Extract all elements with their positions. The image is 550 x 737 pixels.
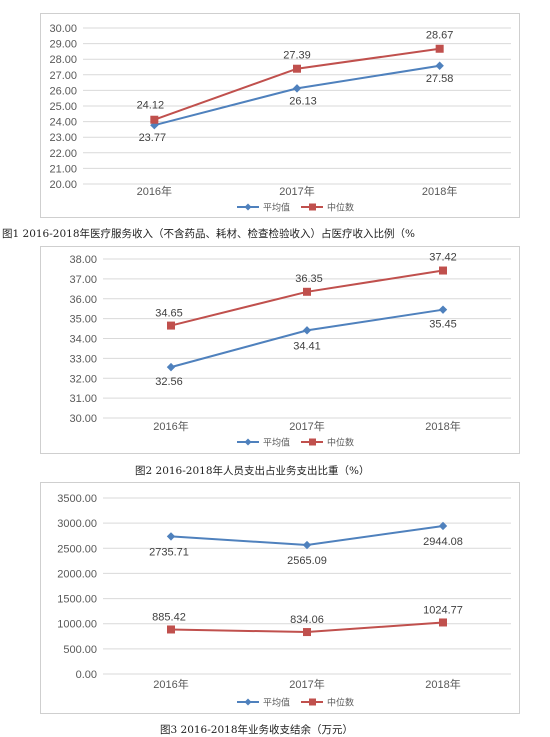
data-label: 34.41 xyxy=(293,340,321,352)
y-tick-label: 33.00 xyxy=(69,353,97,365)
data-point-average xyxy=(435,61,444,70)
legend-label: 平均值 xyxy=(263,437,290,449)
data-point-median xyxy=(303,287,311,296)
y-tick-label: 20.00 xyxy=(49,179,77,191)
data-point-median xyxy=(435,44,444,53)
data-label: 2565.09 xyxy=(287,555,327,567)
data-label: 23.77 xyxy=(139,132,167,144)
y-tick-label: 2500.00 xyxy=(57,543,97,555)
chart-3-svg: 0.00 500.00 1000.00 1500.00 2000.00 2500.00 30… xyxy=(57,493,511,709)
chart-panel-1: 20.00 21.00 22.00 23.00 24.00 25.00 26.00 27.00… xyxy=(40,13,520,218)
y-tick-label: 3500.00 xyxy=(57,493,97,505)
chart-panel-3: 0.00 500.00 1000.00 1500.00 2000.00 2500.00 30… xyxy=(40,482,520,714)
x-tick-label: 2018年 xyxy=(425,677,460,691)
data-point-average xyxy=(166,532,176,541)
data-label: 27.58 xyxy=(426,73,454,85)
data-label: 37.42 xyxy=(429,252,457,264)
y-tick-label: 30.00 xyxy=(69,413,97,425)
y-tick-label: 31.00 xyxy=(69,393,97,405)
data-label: 34.65 xyxy=(155,308,183,320)
chart-3-caption: 图3 2016-2018年业务收支结余（万元） xyxy=(160,724,354,736)
x-tick-label: 2018年 xyxy=(425,419,460,433)
y-tick-label: 35.00 xyxy=(69,314,97,326)
y-tick-label: 32.00 xyxy=(69,373,97,385)
data-label: 24.12 xyxy=(137,100,165,112)
y-tick-label: 29.00 xyxy=(49,39,77,51)
data-point-average xyxy=(302,326,312,335)
data-point-median xyxy=(439,618,447,627)
chart-panel-2: 30.00 31.00 32.00 33.00 34.00 35.00 36.00 37.00… xyxy=(40,246,520,454)
data-label: 2735.71 xyxy=(149,546,189,558)
data-point-median xyxy=(150,115,159,124)
data-label: 26.13 xyxy=(289,95,317,107)
y-tick-label: 0.00 xyxy=(76,669,97,681)
x-tick-label: 2017年 xyxy=(289,677,324,691)
y-tick-label: 500.00 xyxy=(63,644,97,656)
legend-marker-median xyxy=(309,203,316,211)
legend-label: 中位数 xyxy=(327,697,354,709)
data-point-average xyxy=(438,521,448,531)
legend-label: 平均值 xyxy=(263,202,290,214)
y-tick-label: 38.00 xyxy=(69,254,97,266)
y-tick-label: 26.00 xyxy=(49,85,77,97)
y-tick-label: 37.00 xyxy=(69,274,97,286)
y-tick-label: 24.00 xyxy=(49,117,77,129)
legend-marker-median xyxy=(309,438,316,446)
data-label: 36.35 xyxy=(295,273,323,285)
legend-label: 中位数 xyxy=(327,202,354,214)
y-tick-label: 25.00 xyxy=(49,101,77,113)
y-tick-label: 22.00 xyxy=(49,148,77,160)
x-tick-label: 2017年 xyxy=(279,184,314,198)
data-point-average xyxy=(292,84,302,93)
y-tick-label: 2000.00 xyxy=(57,568,97,580)
legend-marker-median xyxy=(309,698,316,706)
data-label: 2944.08 xyxy=(423,536,463,548)
x-tick-label: 2016年 xyxy=(153,677,188,691)
x-tick-label: 2017年 xyxy=(289,419,324,433)
data-point-median xyxy=(167,625,175,634)
data-label: 1024.77 xyxy=(423,604,463,616)
chart-1-caption: 图1 2016-2018年医疗服务收入（不含药品、耗材、检查检验收入）占医疗收入… xyxy=(2,228,415,240)
x-tick-label: 2016年 xyxy=(137,184,172,198)
chart-2-svg: 30.00 31.00 32.00 33.00 34.00 35.00 36.00 37.00… xyxy=(69,252,511,449)
y-tick-label: 36.00 xyxy=(69,294,97,306)
data-point-median xyxy=(303,628,311,637)
legend-label: 平均值 xyxy=(263,697,290,709)
data-point-median xyxy=(293,64,301,73)
y-tick-label: 28.00 xyxy=(49,54,77,66)
y-tick-label: 34.00 xyxy=(69,334,97,346)
x-tick-label: 2018年 xyxy=(422,184,457,198)
y-tick-label: 3000.00 xyxy=(57,518,97,530)
data-point-median xyxy=(167,321,175,330)
y-tick-label: 1000.00 xyxy=(57,619,97,631)
data-point-average xyxy=(166,362,176,372)
legend-label: 中位数 xyxy=(327,437,354,449)
y-tick-label: 23.00 xyxy=(49,132,77,144)
data-point-average xyxy=(438,305,448,314)
legend-marker-average xyxy=(244,438,252,446)
x-tick-label: 2016年 xyxy=(153,419,188,433)
chart-1-svg: 20.00 21.00 22.00 23.00 24.00 25.00 26.00 27.00… xyxy=(49,23,511,214)
data-label: 28.67 xyxy=(426,30,454,42)
chart-2-caption: 图2 2016-2018年人员支出占业务支出比重（%） xyxy=(135,465,370,477)
y-tick-label: 1500.00 xyxy=(57,594,97,606)
legend-marker-average xyxy=(244,698,252,706)
legend-marker-average xyxy=(244,203,252,211)
data-label: 35.45 xyxy=(429,319,457,331)
data-label: 32.56 xyxy=(155,376,183,388)
data-point-median xyxy=(439,266,447,275)
data-label: 834.06 xyxy=(290,614,324,626)
y-tick-label: 21.00 xyxy=(49,163,77,175)
y-tick-label: 27.00 xyxy=(49,70,77,82)
data-label: 885.42 xyxy=(152,611,186,623)
y-tick-label: 30.00 xyxy=(49,23,77,35)
data-label: 27.39 xyxy=(283,50,311,62)
